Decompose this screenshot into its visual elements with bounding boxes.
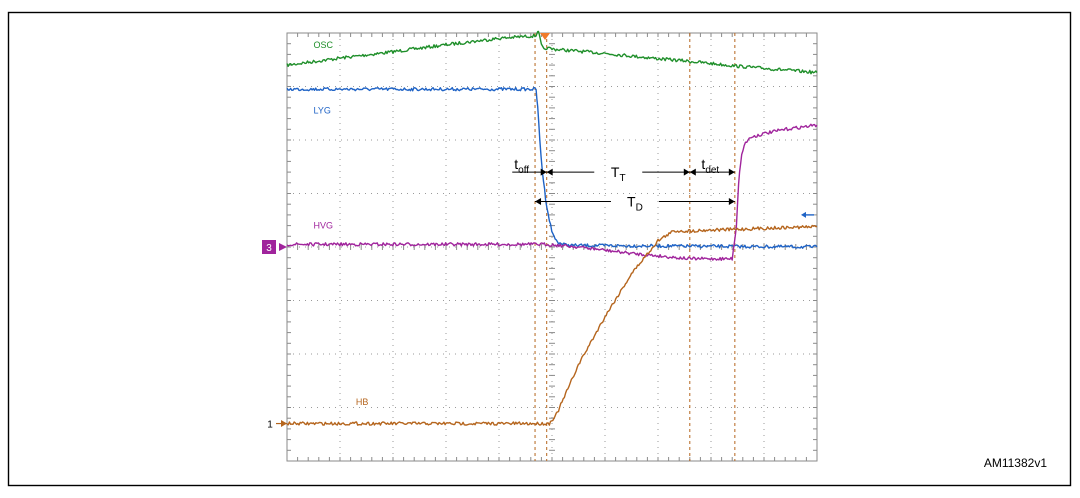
marker-label: 3 (266, 243, 272, 254)
series-line-lyg (286, 86, 818, 249)
marker-box (262, 240, 276, 254)
marker-arrow (281, 420, 287, 428)
series-line-hb (286, 224, 818, 426)
timing-annotations: toff TT tdet TD (512, 156, 735, 214)
arrow-head (540, 168, 547, 176)
annotation-label-tt: TT (611, 164, 626, 184)
ground-marker-3: 3 (262, 240, 287, 254)
scope-extras (540, 33, 814, 218)
arrow-head (683, 168, 690, 176)
series-group (286, 30, 818, 426)
trigger-position-icon (540, 33, 551, 40)
annotation-label-tdet: tdet (701, 156, 719, 176)
trigger-level-arrow (801, 211, 806, 218)
annotation-tdet: tdet (689, 156, 735, 176)
annotation-td: TD (535, 194, 735, 214)
series-label-lyg: LYG (314, 105, 331, 115)
series-labels: OSC LYG HVG HB (314, 40, 369, 407)
arrow-head (689, 168, 696, 176)
ground-marker-1: 1 (267, 420, 287, 431)
annotation-label-toff: toff (514, 156, 529, 176)
annotation-tt: TT (546, 164, 690, 184)
grid (286, 32, 818, 462)
marker-label: 1 (267, 420, 273, 431)
series-line-osc (286, 30, 818, 75)
ground-markers: 31 (262, 240, 287, 431)
series-line-hvg (286, 123, 818, 261)
arrow-head (728, 168, 735, 176)
annotation-toff: toff (512, 156, 547, 176)
series-label-osc: OSC (314, 40, 334, 50)
series-label-hvg: HVG (314, 220, 334, 230)
cursor-markers (534, 33, 736, 461)
annotation-label-td: TD (627, 194, 643, 214)
figure-id: AM11382v1 (984, 456, 1047, 470)
marker-arrow (279, 243, 287, 251)
arrow-head (546, 168, 553, 176)
series-label-hb: HB (356, 397, 369, 407)
arrow-head (535, 198, 542, 206)
arrow-head (728, 198, 735, 206)
